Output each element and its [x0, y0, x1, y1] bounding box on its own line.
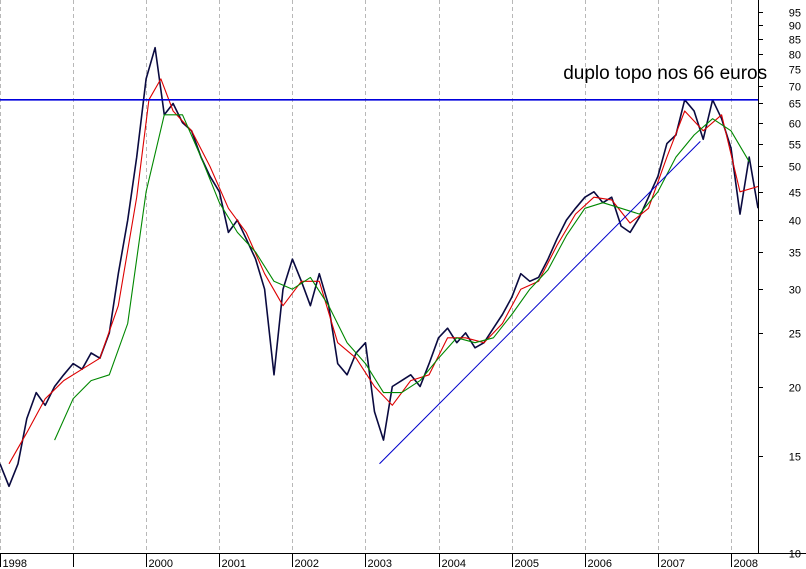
x-tick-label: 2002	[295, 558, 319, 569]
y-tick-label: 95	[789, 8, 801, 20]
y-tick-label: 50	[789, 162, 801, 174]
y-tick-label: 80	[789, 50, 801, 62]
y-tick-label: 70	[789, 82, 801, 94]
x-tick-label: 2006	[588, 558, 612, 569]
series-layer	[0, 46, 759, 488]
y-tick-label: 30	[789, 285, 801, 297]
plot-area	[0, 0, 758, 553]
x-tick-label: 2008	[734, 558, 758, 569]
annotation-text: duplo topo nos 66 euros	[563, 63, 767, 84]
series-line-1	[0, 46, 759, 488]
x-tick-label: 2001	[222, 558, 246, 569]
y-tick-label: 55	[789, 140, 801, 152]
y-tick-label: 90	[789, 21, 801, 33]
x-tick-label: 1998	[3, 558, 27, 569]
grid-layer	[0, 0, 732, 553]
series-line-3	[54, 114, 750, 441]
series-line-2	[8, 78, 759, 465]
y-tick-label: 40	[789, 216, 801, 228]
x-tick-label: 2003	[368, 558, 392, 569]
y-tick-label: 60	[789, 119, 801, 131]
y-tick-label: 10	[789, 549, 801, 561]
x-tick-label: 2007	[661, 558, 685, 569]
x-tick-label: 2000	[149, 558, 173, 569]
y-tick-label: 35	[789, 248, 801, 260]
y-tick-label: 25	[789, 329, 801, 341]
x-tick-label: 2004	[442, 558, 466, 569]
x-tick-label: 2005	[515, 558, 539, 569]
y-tick-label: 75	[789, 65, 801, 77]
x-axis-ticks: 1998 2000 2001 2002 2003 2004 2005 2006 2007 2008	[0, 553, 758, 569]
y-tick-label: 85	[789, 35, 801, 47]
y-tick-label: 15	[789, 452, 801, 464]
trend-line	[379, 141, 701, 465]
y-tick-label: 65	[789, 99, 801, 111]
y-tick-label: 45	[789, 188, 801, 200]
overlay-layer: duplo topo nos 66 euros	[0, 63, 767, 465]
y-tick-label: 20	[789, 383, 801, 395]
